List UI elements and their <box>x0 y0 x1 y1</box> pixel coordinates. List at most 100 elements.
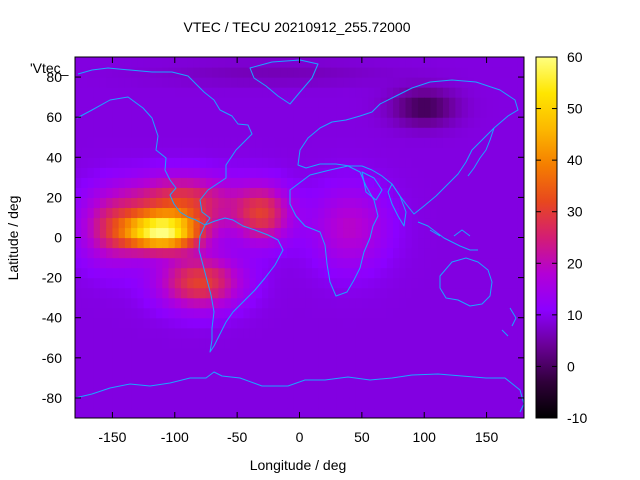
heatmap-cell <box>424 257 432 269</box>
heatmap-cell <box>212 267 220 279</box>
heatmap-cell <box>386 257 394 269</box>
heatmap-cell <box>374 57 382 68</box>
heatmap-cell <box>280 117 288 128</box>
heatmap-cell <box>243 267 251 279</box>
heatmap-cell <box>137 377 145 389</box>
heatmap-cell <box>212 307 220 319</box>
heatmap-cell <box>411 327 419 339</box>
heatmap-cell <box>330 177 338 188</box>
heatmap-cell <box>499 157 506 168</box>
heatmap-cell <box>124 267 132 279</box>
heatmap-cell <box>430 357 438 369</box>
heatmap-cell <box>330 197 338 209</box>
heatmap-cell <box>106 67 114 78</box>
heatmap-cell <box>212 327 220 339</box>
heatmap-cell <box>81 247 89 259</box>
heatmap-cell <box>249 177 257 188</box>
heatmap-cell <box>361 317 369 329</box>
heatmap-cell <box>99 127 107 138</box>
heatmap-cell <box>455 197 463 209</box>
coastline-africa <box>289 165 379 297</box>
heatmap-cell <box>311 227 319 239</box>
heatmap-cell <box>137 357 145 369</box>
heatmap-cell <box>156 357 163 369</box>
heatmap-cell <box>436 287 444 299</box>
heatmap-cell <box>492 247 500 259</box>
heatmap-cell <box>336 397 344 409</box>
heatmap-cell <box>299 317 307 329</box>
heatmap-cell <box>274 107 282 118</box>
heatmap-cell <box>293 307 301 319</box>
heatmap-cell <box>293 247 301 259</box>
heatmap-cell <box>249 397 257 409</box>
heatmap-cell <box>411 67 419 78</box>
heatmap-cell <box>349 407 357 418</box>
heatmap-cell <box>262 307 269 319</box>
heatmap-cell <box>430 217 438 229</box>
heatmap-cell <box>156 207 163 219</box>
heatmap-cell <box>255 127 263 138</box>
heatmap-cell <box>293 207 301 219</box>
heatmap-cell <box>230 207 238 219</box>
heatmap-cell <box>149 407 157 418</box>
heatmap-cell <box>486 277 494 289</box>
heatmap-cell <box>386 397 394 409</box>
heatmap-cell <box>81 137 89 148</box>
heatmap-cell <box>81 197 89 209</box>
heatmap-cell <box>374 287 382 299</box>
heatmap-cell <box>311 207 319 219</box>
heatmap-cell <box>287 227 294 239</box>
heatmap-cell <box>237 307 244 319</box>
heatmap-cell <box>112 197 120 209</box>
heatmap-cell <box>442 377 450 389</box>
heatmap-cell <box>374 307 382 319</box>
heatmap-cell <box>361 367 369 379</box>
heatmap-cell <box>255 297 263 309</box>
heatmap-cell <box>461 317 469 329</box>
heatmap-cell <box>374 227 382 239</box>
colorbar-tick-label: -10 <box>567 410 587 426</box>
heatmap-cell <box>199 327 207 339</box>
heatmap-cell <box>112 247 120 259</box>
heatmap-cell <box>118 237 126 249</box>
heatmap-cell <box>274 347 282 359</box>
heatmap-cell <box>368 137 375 148</box>
heatmap-cell <box>343 177 350 188</box>
heatmap-cell <box>486 257 494 269</box>
heatmap-cell <box>411 347 419 359</box>
heatmap-cell <box>343 207 350 219</box>
heatmap-cell <box>131 357 138 369</box>
heatmap-cell <box>87 257 95 269</box>
heatmap-cell <box>287 407 294 418</box>
heatmap-cell <box>237 367 244 379</box>
heatmap-cell <box>305 77 313 88</box>
heatmap-cell <box>461 57 469 68</box>
heatmap-cell <box>461 397 469 409</box>
heatmap-cell <box>99 277 107 289</box>
heatmap-cell <box>124 377 132 389</box>
heatmap-cell <box>299 217 307 229</box>
heatmap-cell <box>237 267 244 279</box>
heatmap-cell <box>156 177 163 188</box>
heatmap-cell <box>405 177 413 188</box>
heatmap-cell <box>467 297 475 309</box>
heatmap-cell <box>480 287 488 299</box>
heatmap-cell <box>143 367 151 379</box>
heatmap-cell <box>255 147 263 158</box>
heatmap-cell <box>268 107 276 118</box>
heatmap-cell <box>318 107 326 118</box>
heatmap-cell <box>343 97 350 108</box>
heatmap-cell <box>486 387 494 399</box>
heatmap-cell <box>305 287 313 299</box>
heatmap-cell <box>492 127 500 138</box>
heatmap-cell <box>118 107 126 118</box>
heatmap-cell <box>324 397 332 409</box>
heatmap-cell <box>492 317 500 329</box>
heatmap-cell <box>492 97 500 108</box>
heatmap-cell <box>505 157 513 168</box>
heatmap-cell <box>499 337 506 349</box>
heatmap-cell <box>193 177 201 188</box>
y-tick-label: 80 <box>46 69 62 85</box>
heatmap-cell <box>112 347 120 359</box>
heatmap-cell <box>205 307 213 319</box>
